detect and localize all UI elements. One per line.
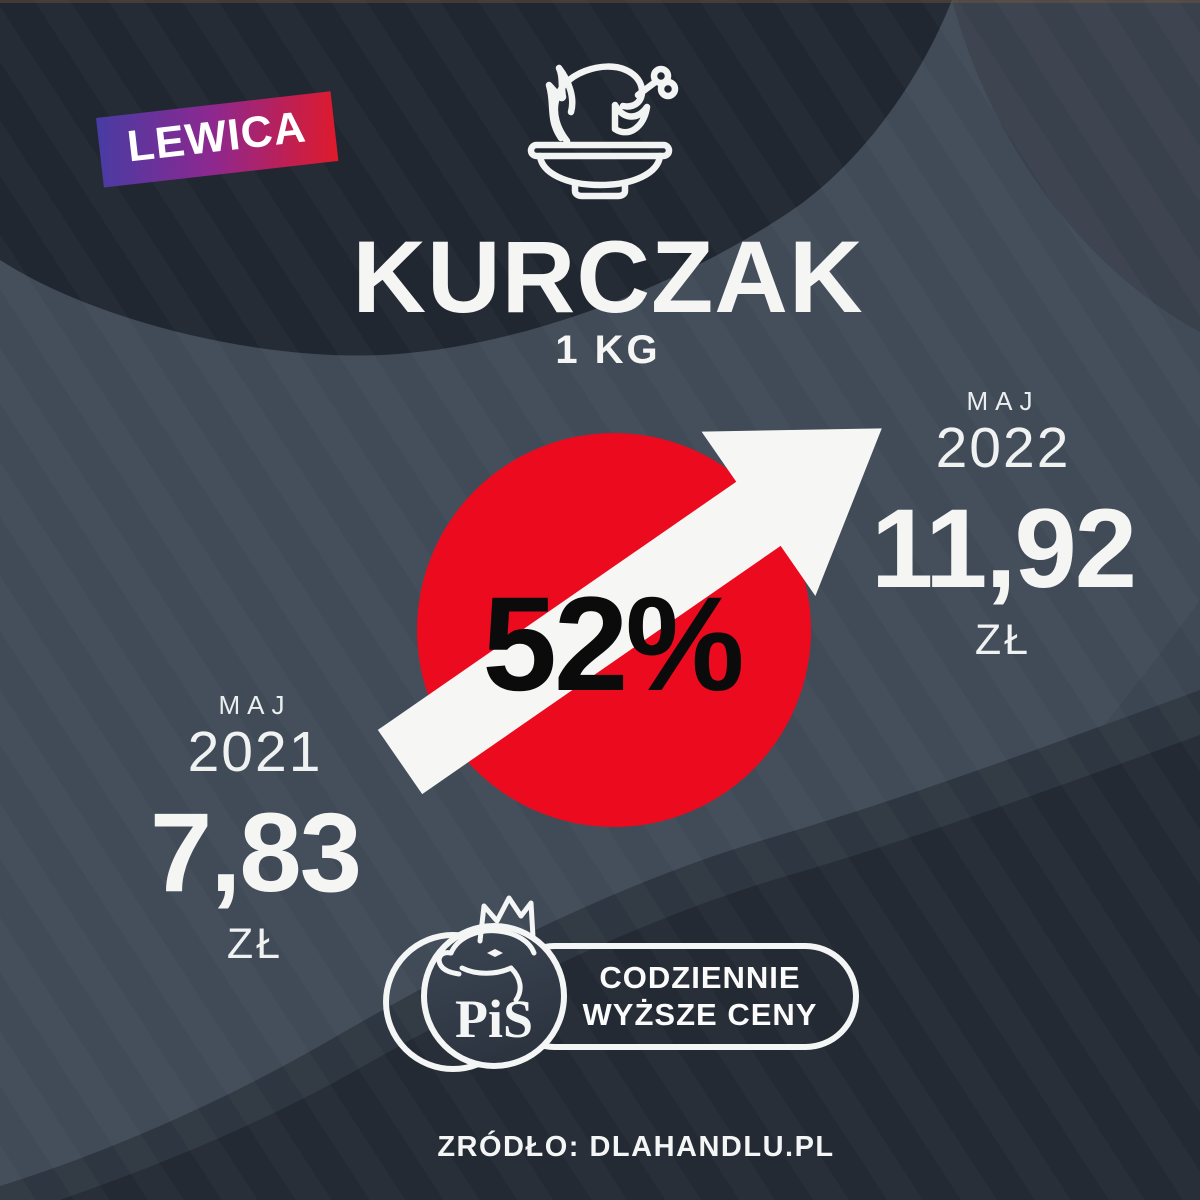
- percent-change-label: 52%: [482, 570, 744, 719]
- background-wave-bottom: [60, 735, 1200, 1200]
- crown-icon: [477, 895, 536, 944]
- currency-label-2021: ZŁ: [226, 920, 284, 968]
- month-label-2021: MAJ: [218, 690, 292, 720]
- slogan-line-2: WYŻSZE CENY: [582, 997, 818, 1033]
- product-unit: 1 KG: [555, 328, 661, 372]
- product-title: KURCZAK: [352, 220, 864, 334]
- price-group-2022: MAJ 2022 11,92 ZŁ: [853, 388, 1153, 662]
- month-label-2022: MAJ: [966, 386, 1040, 416]
- year-label-2021: 2021: [187, 720, 323, 784]
- price-value-2022: 11,92: [870, 486, 1137, 611]
- background-shade-top-right: [952, 0, 1200, 332]
- pis-eagle-icon: [436, 895, 537, 1003]
- currency-label-2022: ZŁ: [974, 616, 1032, 664]
- roast-chicken-icon: [527, 63, 679, 200]
- price-value-2021: 7,83: [150, 790, 362, 915]
- year-label-2022: 2022: [935, 416, 1071, 480]
- background-wave-top: [0, 0, 952, 356]
- price-group-2021: MAJ 2021 7,83 ZŁ: [105, 692, 405, 966]
- pis-logo-circle: [421, 923, 567, 1069]
- source-text: ZRÓDŁO: DLAHANDLU.PL: [437, 1131, 835, 1163]
- slogan-line-1: CODZIENNIE: [599, 960, 801, 995]
- increase-arrow-icon: [377, 428, 882, 795]
- pis-wordmark: PiS: [455, 989, 533, 1049]
- top-edge-line: [0, 0, 1200, 3]
- slogan-text: CODZIENNIE WYŻSZE CENY: [560, 959, 840, 1033]
